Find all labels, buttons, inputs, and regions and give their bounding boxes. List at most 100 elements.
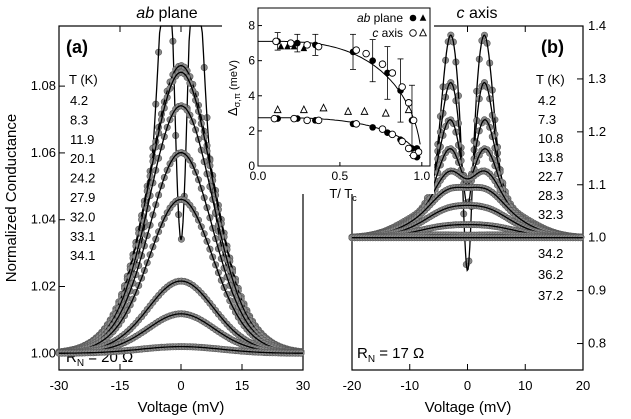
inset-series-6 [273,103,413,117]
inset-point [344,106,353,115]
inset-y-tick-label: 2 [248,124,255,138]
panel-b-temperature-8: 34.2 [538,246,563,261]
panel-b-curve-T37.2 [348,234,585,242]
panel-a-x-tick-label: 30 [296,378,310,393]
inset-y-tick-label: 4 [248,89,255,103]
inset-plot-area [258,32,423,161]
inset-point [272,37,280,46]
panel-b-resistance-label: RN = 17 Ω [357,345,424,365]
panel-b-title: c axis [457,5,498,22]
inset-point [409,116,418,125]
inset-series-5 [270,114,418,160]
panel-b-y-tick-label: 1.1 [588,177,606,192]
panel-a-y-axis-label: Normalized Conductance [3,114,20,282]
panel-a-temperature-6: 27.9 [70,190,95,205]
panel-a-axes-ticks: -30 -15 0 15 30 1.00 1.02 1.04 1.06 1.08 [31,26,310,393]
panel-b-temperature-7: 32.3 [538,207,563,222]
inset-x-tick-label: 1.0 [413,169,430,183]
panel-b-legend-title: T (K) [536,72,565,87]
inset-point [319,103,328,112]
panel-a-y-tick-label: 1.00 [31,345,56,360]
inset-axes-frame [257,7,431,167]
panel-a-fit-line [59,345,303,354]
panel-a-plot-area [55,25,305,357]
panel-b-temperature-3: 10.8 [538,131,563,146]
inset-point [303,116,311,125]
panel-b-y-tick-label: 0.8 [588,336,606,351]
inset-point [352,46,361,54]
panel-b-y-tick-label: 0.9 [588,283,606,298]
panel-a-x-tick-label: 15 [235,378,249,393]
panel-a-temperature-1: 4.2 [70,93,88,108]
panel-a-title: ab plane [136,5,197,22]
inset-point [287,39,295,47]
panel-a-y-tick-label: 1.02 [31,279,56,294]
panel-b-y-tick-label: 1.4 [588,18,606,33]
panel-b-temperature-2: 7.3 [538,112,556,127]
panel-b-label: (b) [541,37,564,57]
panel-a-x-tick-label: -15 [111,378,130,393]
inset-y-tick-label: 6 [248,54,255,68]
panel-b-plot-area [348,31,585,272]
inset-point [398,137,406,146]
inset-legend-marker [409,14,417,22]
panel-b-temperature-1: 4.2 [538,93,556,108]
panel-b-temperature-6: 28.3 [538,188,563,203]
inset-point [398,83,406,91]
panel-a-x-axis-label: Voltage (mV) [138,399,225,416]
panel-a-temperature-9: 34.1 [70,248,95,263]
panel-b-c-axis: c axis Voltage (mV) (b) T (K) 4.2 7.3 10.8… [343,5,606,416]
inset-gap-vs-temperature: Δσ,π(meV) T/ Tc ab plane c axis 0.0 0.5 1.… [222,4,434,203]
panel-a-legend-title: T (K) [69,72,98,87]
panel-a-temperature-5: 24.2 [70,171,95,186]
inset-point [388,69,397,77]
panel-a-temperature-2: 8.3 [70,112,88,127]
inset-point [300,44,308,52]
inset-point [299,105,308,114]
panel-a-temperature-7: 32.0 [70,209,95,224]
panel-a-temperature-8: 33.1 [70,229,95,244]
inset-point [294,39,301,47]
inset-point [378,125,387,133]
inset-legend-c-label: c axis [372,26,403,40]
inset-axes-ticks: 0.0 0.5 1.0 0 2 4 6 8 [248,19,430,183]
panel-b-temperature-4: 13.8 [538,150,563,165]
panel-b-x-tick-label: 10 [518,378,532,393]
inset-point [414,148,423,156]
inset-legend-marker [409,29,417,37]
inset-point [277,42,285,50]
inset-series-4 [272,37,423,156]
inset-legend-marker [418,28,428,37]
inset-point [388,130,397,139]
inset-x-tick-label: 0.0 [250,169,267,183]
inset-legend-marker [419,14,427,21]
inset-point [290,114,298,123]
inset-point [381,108,390,117]
panel-a-fit-line [58,198,304,354]
panel-a-y-tick-label: 1.06 [31,145,56,160]
panel-b-y-tick-label: 1.2 [588,124,606,139]
panel-b-x-axis-label: Voltage (mV) [425,399,512,416]
inset-point [378,60,387,68]
inset-point [352,120,361,128]
inset-point [284,42,291,50]
inset-point [404,144,413,153]
panel-a-label: (a) [66,37,88,57]
panel-a-temperature-4: 20.1 [70,151,95,166]
inset-point [314,116,323,125]
inset-point [290,42,298,50]
inset-point [362,49,370,58]
panel-a-temperature-3: 11.9 [70,132,94,147]
panel-a-y-tick-label: 1.08 [31,78,56,93]
inset-legend: ab plane c axis [357,11,428,40]
panel-b-temperature-9: 36.2 [538,267,563,282]
inset-point [369,124,376,131]
panel-b-x-tick-label: -20 [343,378,362,393]
panel-b-y-tick-label: 1.0 [588,230,606,245]
panel-b-x-tick-label: 0 [464,378,471,393]
inset-point [303,41,311,49]
panel-b-x-tick-label: -10 [400,378,419,393]
inset-y-tick-label: 8 [248,19,255,33]
panel-a-y-tick-label: 1.04 [31,212,56,227]
inset-y-tick-label: 0 [248,159,255,173]
